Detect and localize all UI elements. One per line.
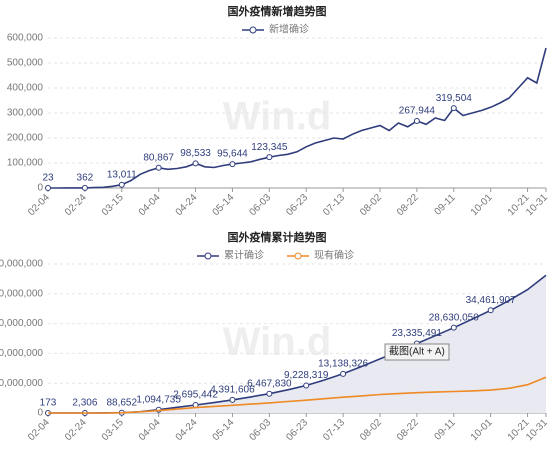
x-tick-label: 04-24 bbox=[174, 192, 200, 218]
y-tick-label: 10,000,000 bbox=[0, 378, 43, 389]
y-tick-label: 100,000 bbox=[7, 158, 44, 169]
y-tick-label: 200,000 bbox=[7, 133, 44, 144]
x-tick-label: 05-14 bbox=[211, 192, 237, 218]
x-tick-label: 03-15 bbox=[100, 417, 126, 443]
x-tick-label: 08-22 bbox=[395, 417, 421, 443]
legend-marker bbox=[249, 26, 257, 34]
x-tick-label: 06-03 bbox=[247, 192, 273, 218]
x-tick-label: 02-04 bbox=[26, 417, 52, 443]
point bbox=[118, 181, 125, 188]
point bbox=[340, 370, 347, 377]
x-tick-label: 03-15 bbox=[100, 192, 126, 218]
data-label: 28,630,050 bbox=[429, 312, 479, 323]
chart-title: 国外疫情累计趋势图 bbox=[228, 230, 327, 244]
x-tick-label: 08-02 bbox=[358, 192, 384, 218]
chart-title: 国外疫情新增趋势图 bbox=[228, 4, 327, 18]
y-tick-label: 0 bbox=[37, 183, 43, 194]
y-tick-label: 400,000 bbox=[7, 83, 44, 94]
point bbox=[229, 161, 236, 168]
watermark: Win.d bbox=[223, 320, 332, 364]
x-tick-label: 06-23 bbox=[284, 417, 310, 443]
x-tick-label: 02-24 bbox=[63, 192, 89, 218]
y-tick-label: 600,000 bbox=[7, 33, 44, 44]
series-line bbox=[48, 376, 547, 414]
x-tick-label: 10-31 bbox=[524, 192, 550, 218]
legend-label: 累计确诊 bbox=[224, 249, 264, 262]
point bbox=[266, 154, 273, 161]
y-tick-label: 300,000 bbox=[7, 108, 44, 119]
point bbox=[45, 184, 51, 191]
data-label: 13,011 bbox=[107, 169, 137, 180]
data-label: 2,695,442 bbox=[173, 390, 218, 401]
series-line bbox=[48, 47, 547, 189]
x-tick-label: 10-01 bbox=[469, 417, 495, 443]
data-label: 267,944 bbox=[399, 106, 436, 117]
point bbox=[81, 184, 88, 191]
data-label: 362 bbox=[77, 173, 94, 184]
data-label: 88,652 bbox=[106, 397, 137, 408]
y-tick-label: 50,000,000 bbox=[0, 259, 43, 270]
data-label: 319,504 bbox=[436, 93, 473, 104]
x-tick-label: 09-11 bbox=[432, 192, 458, 218]
x-tick-label: 08-22 bbox=[395, 192, 421, 218]
point bbox=[266, 390, 273, 397]
x-tick-label: 04-04 bbox=[137, 192, 163, 218]
x-tick-label: 10-31 bbox=[524, 417, 550, 443]
x-tick-label: 07-13 bbox=[321, 192, 347, 218]
data-label: 6,467,830 bbox=[247, 378, 292, 389]
point bbox=[303, 382, 310, 389]
point bbox=[450, 324, 457, 331]
data-label: 13,138,326 bbox=[318, 358, 368, 369]
legend-label: 现有确诊 bbox=[314, 249, 354, 262]
y-tick-label: 0 bbox=[37, 408, 43, 419]
x-tick-label: 06-23 bbox=[284, 192, 310, 218]
x-tick-label: 04-24 bbox=[174, 417, 200, 443]
data-label: 4,391,606 bbox=[210, 385, 255, 396]
x-tick-label: 07-13 bbox=[321, 417, 347, 443]
legend-label: 新增确诊 bbox=[269, 23, 309, 36]
y-tick-label: 30,000,000 bbox=[0, 318, 43, 329]
x-tick-label: 04-04 bbox=[137, 417, 163, 443]
data-label: 23,335,491 bbox=[392, 328, 442, 339]
point bbox=[192, 160, 199, 167]
data-label: 173 bbox=[40, 398, 57, 409]
data-label: 34,461,907 bbox=[466, 295, 516, 306]
y-tick-label: 20,000,000 bbox=[0, 348, 43, 359]
y-tick-label: 40,000,000 bbox=[0, 288, 43, 299]
tooltip: 截图(Alt + A) bbox=[389, 345, 445, 358]
y-tick-label: 500,000 bbox=[7, 58, 44, 69]
legend-marker bbox=[204, 252, 212, 260]
x-tick-label: 06-03 bbox=[247, 417, 273, 443]
tooltip-box bbox=[384, 343, 450, 361]
data-label: 95,644 bbox=[217, 149, 248, 160]
x-tick-label: 05-14 bbox=[211, 417, 237, 443]
legend-marker bbox=[294, 252, 302, 260]
point bbox=[413, 118, 420, 125]
data-label: 80,867 bbox=[143, 152, 174, 163]
point bbox=[450, 105, 457, 112]
data-label: 98,533 bbox=[180, 148, 211, 159]
data-label: 9,228,319 bbox=[284, 370, 329, 381]
x-tick-label: 08-02 bbox=[358, 417, 384, 443]
x-tick-label: 10-01 bbox=[469, 192, 495, 218]
x-tick-label: 02-04 bbox=[26, 192, 52, 218]
watermark: Win.d bbox=[223, 95, 332, 139]
data-label: 1,094,735 bbox=[136, 394, 181, 405]
point bbox=[487, 307, 494, 314]
area bbox=[48, 275, 546, 413]
data-label: 2,306 bbox=[72, 398, 97, 409]
x-tick-label: 02-24 bbox=[63, 417, 89, 443]
point bbox=[155, 164, 162, 171]
data-label: 23 bbox=[42, 173, 54, 184]
data-label: 123,345 bbox=[251, 142, 288, 153]
x-tick-label: 09-11 bbox=[432, 417, 458, 443]
point bbox=[229, 396, 236, 403]
